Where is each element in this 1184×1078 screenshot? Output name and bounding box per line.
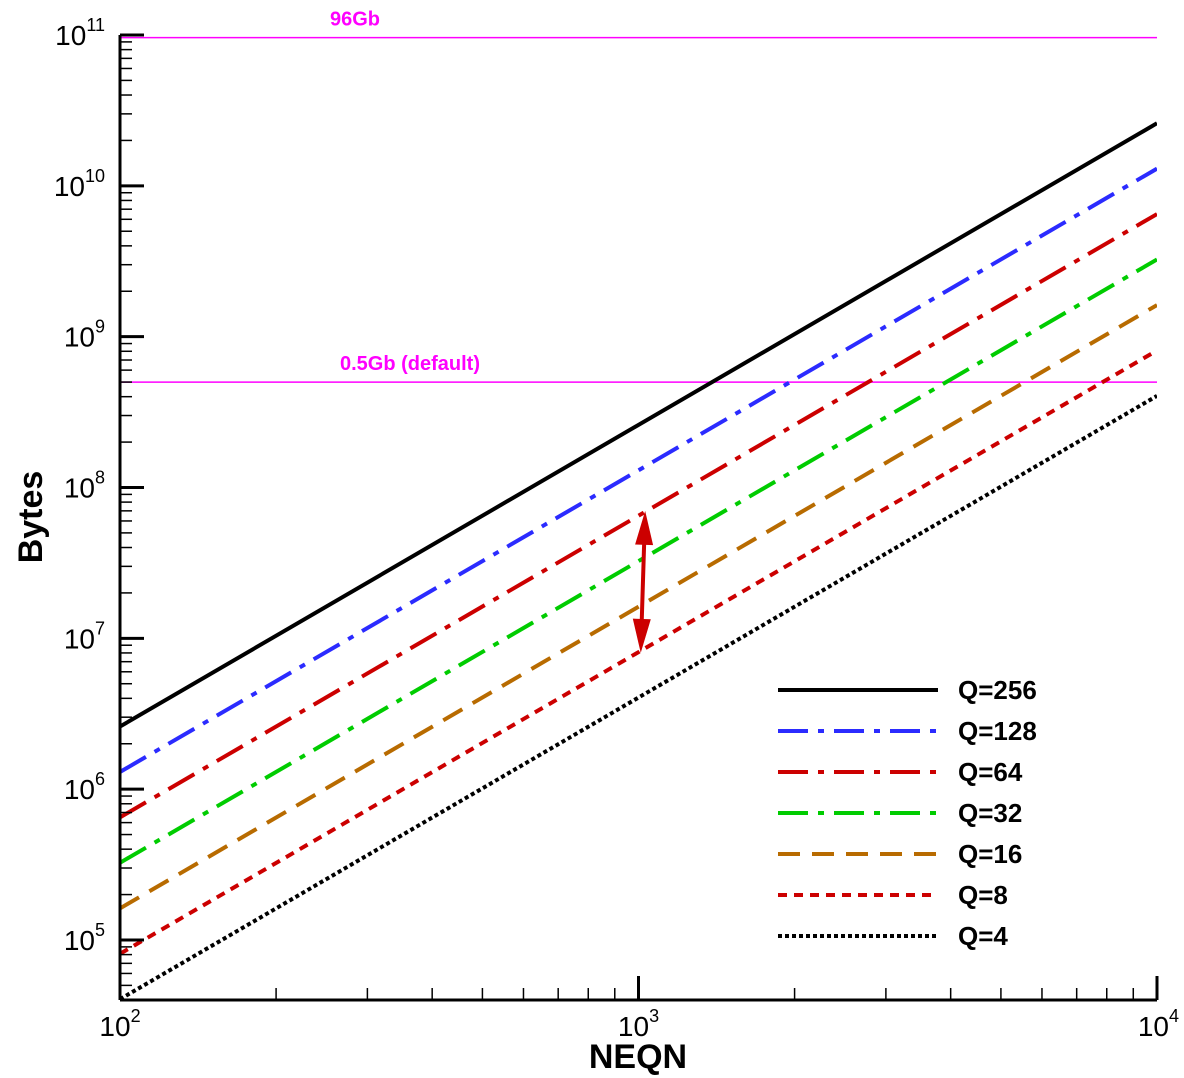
legend: Q=256 Q=128 Q=64 Q=32 Q=16 Q=8 Q=4 [778,675,1037,951]
legend-label: Q=128 [958,716,1037,746]
axes: 105 106 107 108 109 1010 1011 102 103 104 [54,15,1179,1042]
legend-label: Q=64 [958,757,1023,787]
legend-label: Q=8 [958,880,1008,910]
x-tick-label: 102 [99,1006,140,1042]
y-tick-label: 105 [64,920,105,956]
series-line [120,121,1157,729]
arrow-head-bottom [632,618,651,653]
series-line [120,303,1157,911]
legend-label: Q=4 [958,921,1008,951]
y-axis-title: Bytes [12,471,50,564]
series-lines [120,121,1157,1000]
x-axis-title: NEQN [589,1038,687,1076]
annotations [632,510,654,653]
y-tick-label: 1011 [55,15,105,51]
legend-entry: Q=32 [778,798,1022,828]
legend-entry: Q=128 [778,716,1037,746]
y-tick-label: 1010 [54,166,105,202]
double-arrow-annotation [632,510,654,653]
legend-entry: Q=64 [778,757,1023,787]
reference-line-label: 0.5Gb (default) [340,353,480,375]
reference-lines: 96Gb 0.5Gb (default) [120,9,1157,383]
legend-label: Q=256 [958,675,1037,705]
legend-label: Q=32 [958,798,1022,828]
arrow-head-top [635,510,654,546]
x-tick-label: 103 [618,1006,659,1042]
legend-entry: Q=256 [778,675,1037,705]
y-tick-label: 107 [64,618,105,654]
x-tick-label: 104 [1138,1006,1179,1042]
arrow-shaft [639,537,647,626]
y-tick-label: 108 [64,467,105,503]
legend-label: Q=16 [958,839,1022,869]
legend-entry: Q=16 [778,839,1022,869]
y-tick-label: 106 [64,769,105,805]
y-tick-label: 109 [64,317,105,353]
reference-line-label: 96Gb [330,9,380,31]
series-line [120,394,1157,1000]
legend-entry: Q=4 [778,921,1008,951]
series-line [120,348,1157,956]
legend-entry: Q=8 [778,880,1008,910]
